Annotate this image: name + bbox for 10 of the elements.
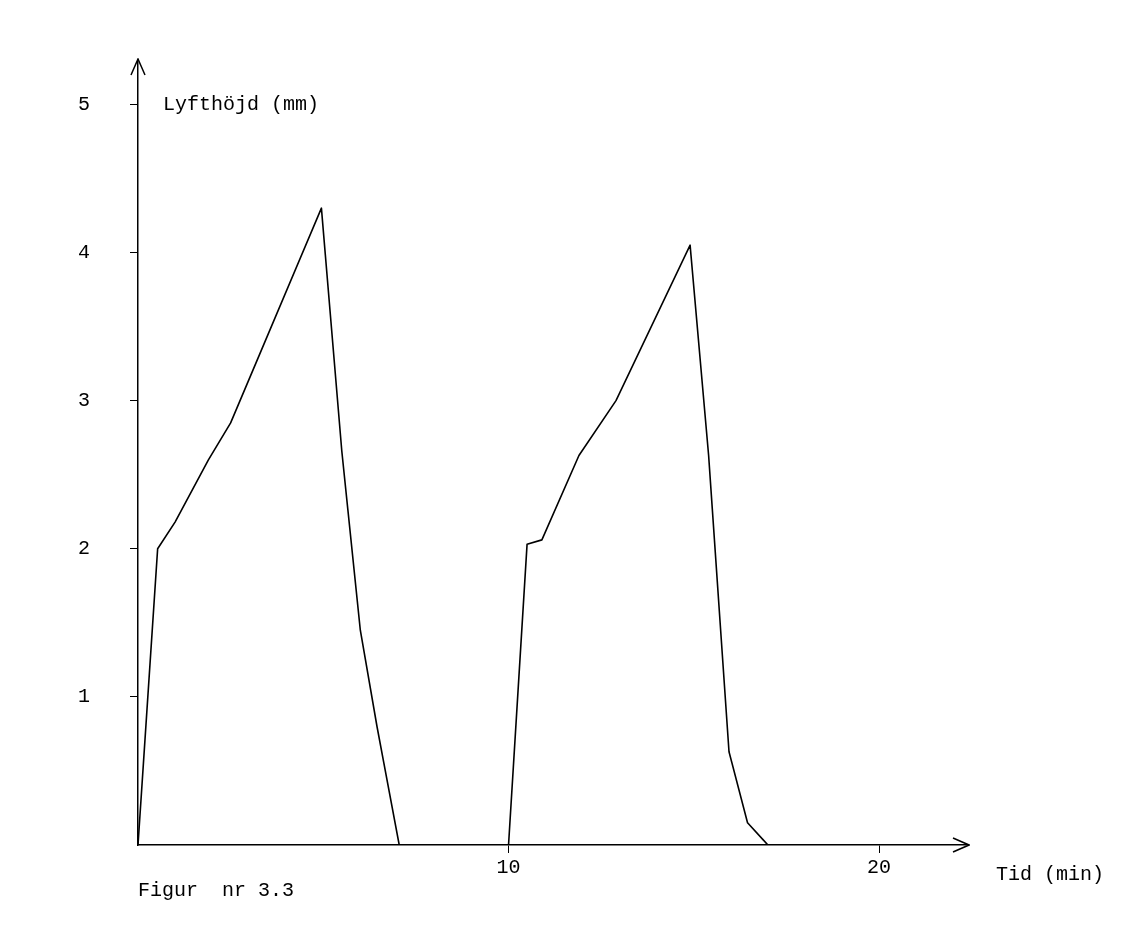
x-axis-title: Tid (min) (996, 863, 1105, 887)
y-tick-label: 3 (77, 388, 90, 412)
y-axis-title: Lyfthöjd (mm) (163, 92, 320, 116)
y-tick-label: 1 (77, 685, 90, 709)
x-tick-label: 10 (496, 856, 521, 880)
y-tick-label: 5 (77, 92, 90, 116)
y-tick-label: 2 (77, 537, 90, 561)
text: Figur nr 3.3 (138, 879, 295, 903)
y-tick-label: 4 (77, 240, 90, 264)
x-tick-label: 20 (867, 856, 892, 880)
